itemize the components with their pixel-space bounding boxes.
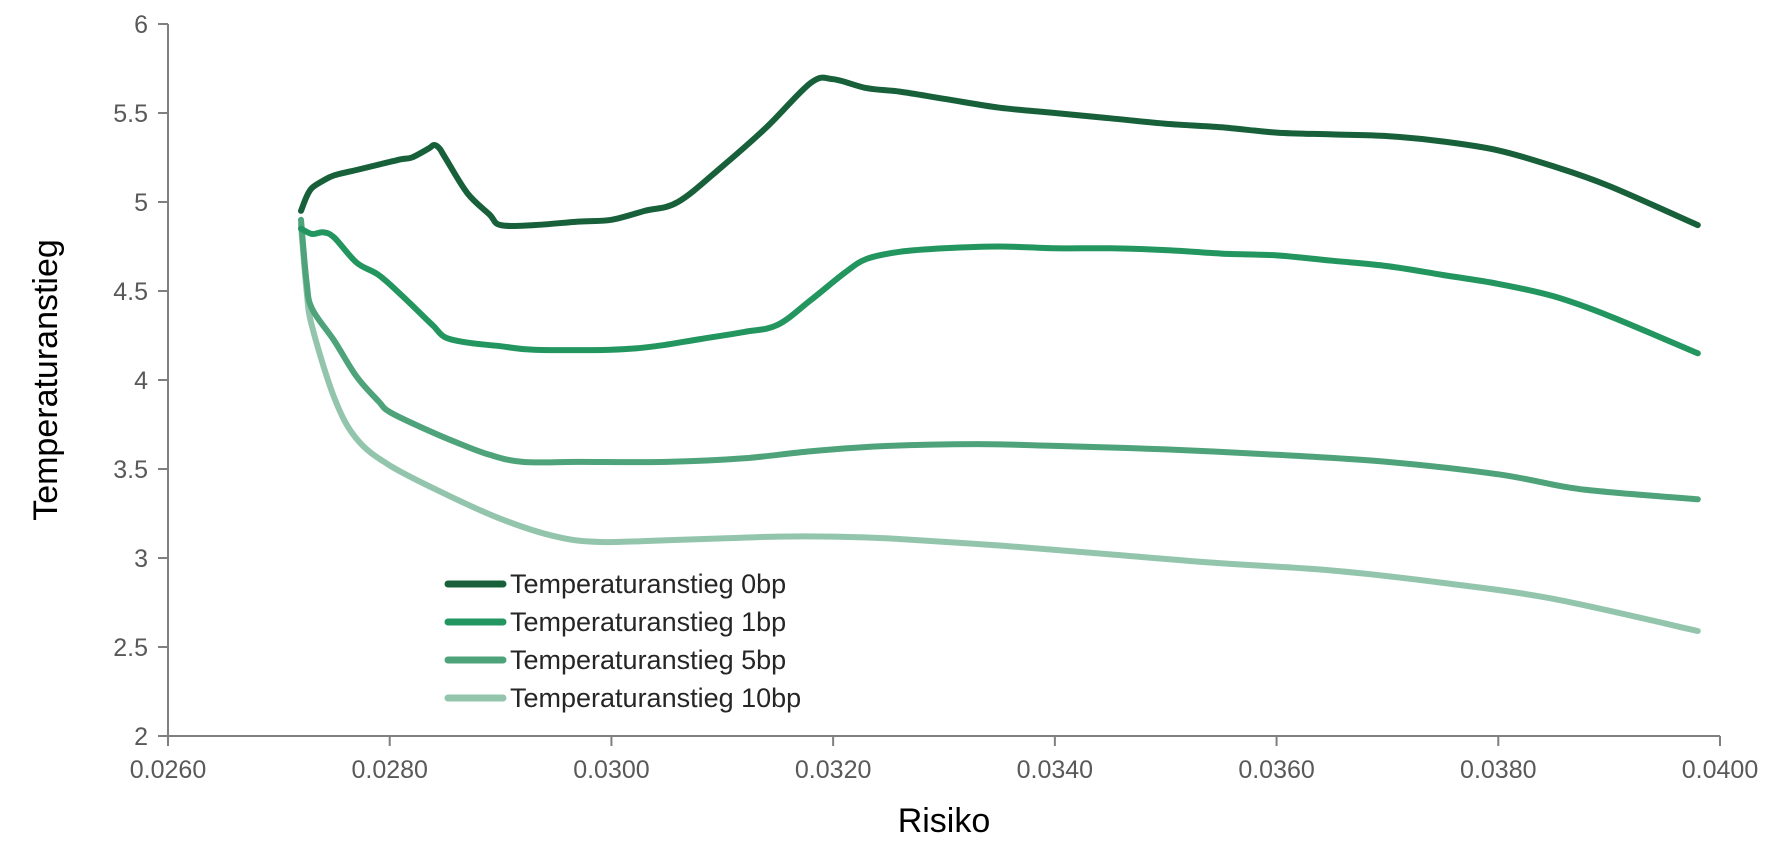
series-line [298,222,1701,634]
x-tick-label: 0.0380 [1460,756,1536,784]
y-tick-label: 3.5 [113,456,148,484]
legend-label: Temperaturanstieg 0bp [510,569,786,599]
y-axis-title: Temperaturanstieg [27,239,65,521]
y-tick-label: 4 [134,367,148,395]
y-tick-label: 2.5 [113,634,148,662]
legend: Temperaturanstieg 0bp Temperaturanstieg 1… [444,569,801,713]
x-tick-label: 0.0300 [573,756,649,784]
x-axis-ticks: 0.0260 0.0280 0.0300 0.0320 0.0340 0.0360 0.03… [130,736,1758,784]
y-axis-ticks: 2 2.5 3 3.5 4 4.5 5 5.5 6 [113,11,168,751]
series-layer [298,74,1701,634]
legend-label: Temperaturanstieg 5bp [510,645,786,675]
y-tick-label: 5.5 [113,100,148,128]
x-tick-label: 0.0320 [795,756,871,784]
x-tick-label: 0.0280 [351,756,427,784]
series-line [298,225,1701,357]
y-tick-label: 4.5 [113,278,148,306]
y-tick-label: 3 [134,545,148,573]
x-tick-label: 0.0340 [1017,756,1093,784]
legend-label: Temperaturanstieg 1bp [510,607,786,637]
x-tick-label: 0.0400 [1682,756,1758,784]
y-tick-label: 5 [134,189,148,217]
y-tick-label: 2 [134,723,148,751]
y-tick-label: 6 [134,11,148,39]
series-line [298,74,1701,230]
axes: 2 2.5 3 3.5 4 4.5 5 5.5 6 0.0260 0.0280 0.0300 0.03… [113,11,1758,784]
legend-label: Temperaturanstieg 10bp [510,683,801,713]
x-axis-title: Risiko [898,802,991,840]
x-tick-label: 0.0260 [130,756,206,784]
series-line [298,216,1701,503]
x-tick-label: 0.0360 [1238,756,1314,784]
